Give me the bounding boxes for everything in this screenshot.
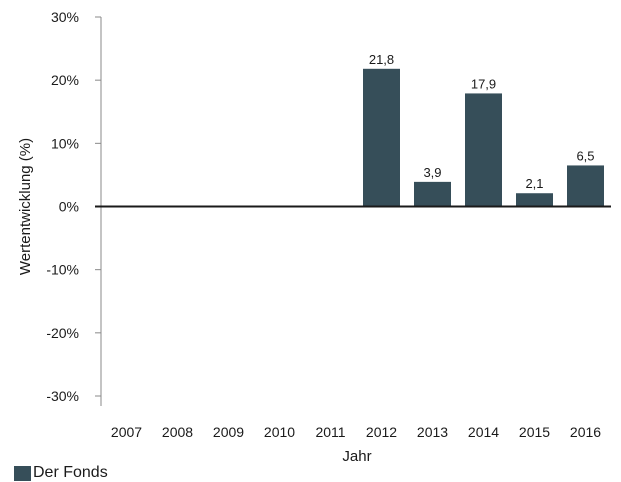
x-axis-tick-labels: 2007 2008 2009 2010 2011 2012 2013 2014 2015 2016 [111, 424, 601, 440]
x-tick-label-2009: 2009 [213, 424, 244, 440]
legend: Der Fonds [14, 464, 108, 482]
x-tick-label-2007: 2007 [111, 424, 142, 440]
data-label-2014: 17,9 [471, 76, 496, 91]
y-axis-title: Wertentwicklung (%) [17, 138, 34, 275]
x-tick-label-2011: 2011 [315, 424, 345, 440]
y-tick-label: 0% [59, 199, 79, 215]
bar-2015 [516, 193, 553, 207]
bar-2013 [414, 181, 451, 207]
x-tick-label-2010: 2010 [264, 424, 295, 440]
bar-2014 [465, 93, 502, 207]
data-label-2016: 6,5 [576, 148, 594, 163]
x-axis-title: Jahr [342, 448, 371, 465]
y-tick-label: -30% [46, 388, 79, 404]
x-tick-label-2014: 2014 [468, 424, 499, 440]
x-tick-label-2012: 2012 [366, 424, 397, 440]
x-tick-label-2016: 2016 [570, 424, 601, 440]
y-tick-label: -10% [46, 262, 79, 278]
x-tick-label-2015: 2015 [519, 424, 550, 440]
y-tick-label: 30% [51, 9, 79, 25]
y-tick-label: 20% [51, 72, 79, 88]
data-label-2012: 21,8 [369, 52, 394, 67]
bars [363, 68, 604, 207]
data-label-2013: 3,9 [423, 165, 441, 180]
bar-2016 [567, 165, 604, 207]
data-labels: 21,8 3,9 17,9 2,1 6,5 [369, 52, 595, 191]
x-tick-label-2008: 2008 [162, 424, 193, 440]
x-tick-label-2013: 2013 [417, 424, 448, 440]
legend-label: Der Fonds [33, 464, 108, 481]
y-tick-label: 10% [51, 135, 79, 151]
y-axis-ticks: 30% 20% 10% 0% -10% -20% -30% [46, 9, 101, 404]
legend-swatch [14, 465, 31, 481]
data-label-2015: 2,1 [525, 176, 543, 191]
y-tick-label: -20% [46, 325, 79, 341]
bar-2012 [363, 68, 400, 207]
